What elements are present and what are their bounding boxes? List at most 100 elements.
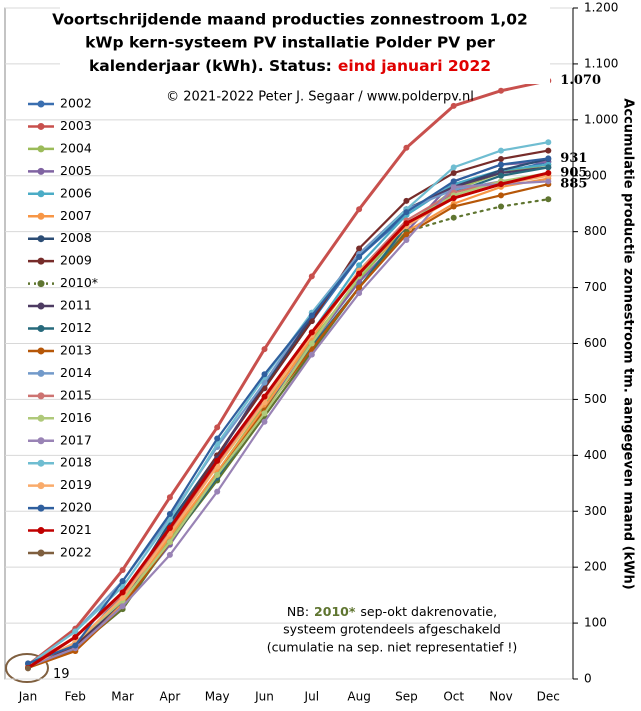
legend-marker	[37, 100, 45, 108]
legend-label: 2007	[60, 208, 92, 223]
legend-marker	[37, 549, 45, 557]
data-point	[450, 178, 457, 185]
y-tick-label: 100	[584, 616, 607, 630]
data-point	[545, 196, 552, 203]
legend-marker	[37, 527, 45, 535]
data-point	[308, 340, 315, 347]
data-point	[498, 155, 504, 162]
legend-label: 2020	[60, 500, 92, 515]
data-point	[119, 566, 126, 573]
data-point	[545, 139, 552, 146]
y-tick-label: 200	[584, 560, 607, 574]
data-point	[356, 262, 363, 269]
data-point	[166, 516, 173, 523]
data-point	[261, 418, 268, 425]
data-point	[261, 379, 268, 386]
x-tick-label: Jun	[254, 690, 274, 704]
data-point	[498, 161, 504, 168]
series-line	[26, 171, 550, 668]
data-point	[214, 435, 221, 442]
y-tick-label: 900	[584, 168, 607, 182]
note-lead: NB:	[287, 604, 309, 619]
legend-marker	[37, 347, 45, 355]
data-point	[403, 209, 410, 216]
end-label: 931	[560, 151, 587, 166]
data-point	[166, 525, 173, 532]
legend-label: 2012	[60, 320, 92, 335]
chart-title: kalenderjaar (kWh). Status: eind januari …	[89, 57, 491, 75]
x-tick-label: Jan	[18, 690, 38, 704]
data-point	[498, 181, 504, 188]
x-tick-label: Jul	[304, 690, 319, 704]
legend-marker	[37, 459, 45, 467]
note-rest: sep-okt dakrenovatie,	[360, 604, 497, 619]
legend-label: 2011	[60, 298, 92, 313]
data-point	[119, 603, 126, 610]
data-point	[119, 594, 126, 601]
legend-label: 2005	[60, 163, 92, 178]
legend-label: 2013	[60, 342, 92, 357]
legend-marker	[37, 280, 45, 288]
data-point	[498, 172, 504, 179]
data-point	[72, 628, 79, 635]
data-point	[166, 511, 173, 518]
legend-label: 2004	[60, 140, 92, 155]
legend-marker	[37, 122, 45, 130]
legend-label: 2014	[60, 365, 92, 380]
legend-marker	[37, 212, 45, 220]
legend-marker	[37, 437, 45, 445]
legend-label: 2019	[60, 477, 92, 492]
series-line	[26, 171, 550, 670]
note: systeem grotendeels afgeschakeld	[283, 622, 501, 637]
legend-label: 2022	[60, 545, 92, 560]
legend-label: 2009	[60, 253, 92, 268]
subtitle: © 2021-2022 Peter J. Segaar / www.polder…	[166, 90, 474, 105]
legend-label: 2010*	[60, 275, 98, 290]
title-status: eind januari 2022	[338, 57, 491, 75]
data-point	[498, 87, 504, 94]
legend-marker	[37, 145, 45, 153]
data-point	[25, 665, 31, 672]
title-bg	[60, 4, 550, 84]
x-tick-label: Sep	[395, 690, 418, 704]
data-point	[261, 371, 268, 378]
highlight-circle	[5, 653, 49, 683]
data-point	[498, 192, 504, 199]
legend-marker	[37, 325, 45, 332]
data-point	[356, 245, 363, 252]
data-point	[450, 169, 457, 176]
data-point	[545, 169, 552, 176]
legend-marker	[37, 504, 45, 512]
end-label: 885	[560, 177, 587, 192]
chart-title: kWp kern-systeem PV installatie Polder P…	[85, 34, 495, 52]
note: (cumulatie na sep. niet representatief !…	[267, 640, 518, 655]
data-point	[25, 660, 31, 667]
data-point	[450, 183, 457, 190]
data-point	[214, 471, 221, 478]
data-point	[308, 312, 315, 319]
x-tick-label: Apr	[160, 690, 181, 704]
y-tick-label: 0	[584, 672, 592, 686]
data-point	[356, 290, 363, 297]
x-tick-label: Mar	[111, 690, 134, 704]
data-point	[119, 589, 126, 596]
data-point	[261, 346, 268, 353]
lines	[25, 77, 552, 672]
legend-label: 2003	[60, 118, 92, 133]
end-label: 905	[560, 165, 587, 180]
note: NB: 2010* sep-okt dakrenovatie,	[287, 604, 497, 619]
end-label: 1.070	[560, 73, 601, 88]
data-point	[356, 278, 363, 285]
note-highlight: 2010*	[314, 604, 356, 619]
legend-marker	[37, 392, 45, 400]
data-point	[498, 147, 504, 154]
series-line	[26, 174, 550, 667]
data-point	[403, 237, 410, 244]
data-point	[403, 231, 410, 238]
legend-marker	[37, 190, 45, 198]
data-point	[545, 164, 552, 171]
legend-marker	[37, 302, 45, 310]
data-point	[214, 424, 221, 431]
data-point	[308, 351, 315, 358]
x-tick-label: May	[205, 690, 230, 704]
